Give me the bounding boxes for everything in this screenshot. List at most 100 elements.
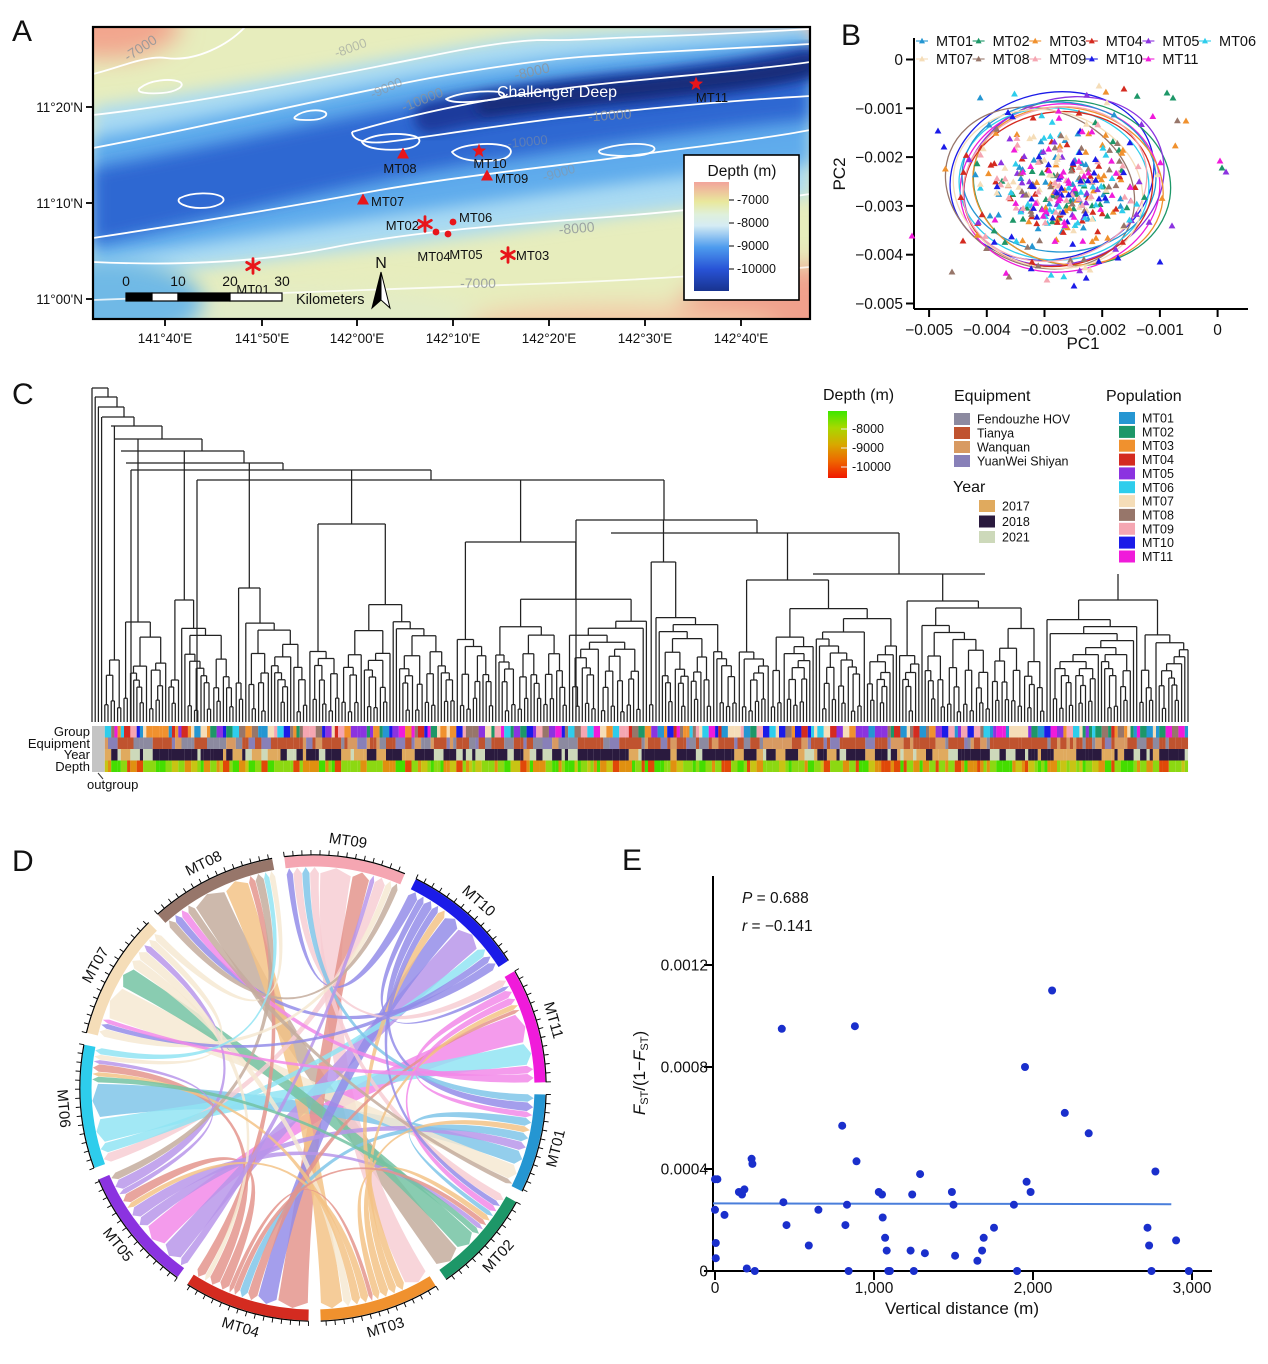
svg-text:0.0004: 0.0004 [661, 1162, 709, 1179]
svg-text:Tianya: Tianya [977, 427, 1014, 441]
svg-text:Equipment: Equipment [954, 388, 1031, 405]
svg-text:r = −0.141: r = −0.141 [742, 918, 813, 935]
svg-text:MT04: MT04 [1142, 453, 1174, 467]
svg-text:MT09: MT09 [1049, 52, 1086, 68]
svg-text:0: 0 [122, 273, 130, 289]
svg-text:0: 0 [1213, 322, 1222, 339]
svg-text:E: E [622, 844, 642, 877]
svg-text:142°30'E: 142°30'E [618, 331, 673, 346]
svg-text:−0.005: −0.005 [855, 296, 903, 313]
svg-text:MT06: MT06 [459, 210, 492, 225]
svg-text:MT03: MT03 [516, 248, 549, 263]
svg-text:MT11: MT11 [696, 90, 728, 105]
svg-text:−0.001: −0.001 [1136, 322, 1184, 339]
svg-text:MT05: MT05 [1162, 34, 1199, 50]
svg-text:B: B [841, 19, 861, 52]
svg-text:MT11: MT11 [1142, 550, 1173, 564]
svg-text:−0.002: −0.002 [855, 150, 903, 167]
svg-text:20: 20 [222, 273, 238, 289]
svg-text:D: D [12, 845, 34, 878]
svg-text:MT10: MT10 [1106, 52, 1143, 68]
svg-text:0.0008: 0.0008 [661, 1060, 708, 1077]
svg-text:MT03: MT03 [1142, 439, 1174, 453]
svg-text:C: C [12, 378, 34, 411]
svg-text:Population: Population [1106, 388, 1182, 405]
svg-text:MT11: MT11 [1162, 52, 1198, 68]
svg-text:-10000: -10000 [587, 105, 632, 124]
svg-text:MT09: MT09 [1142, 522, 1174, 536]
svg-text:10: 10 [170, 273, 186, 289]
svg-text:outgroup: outgroup [87, 777, 138, 792]
svg-text:YuanWei Shiyan: YuanWei Shiyan [977, 455, 1069, 469]
svg-text:11°00'N: 11°00'N [36, 292, 83, 307]
svg-text:P = 0.688: P = 0.688 [742, 890, 809, 907]
svg-text:MT08: MT08 [383, 161, 416, 176]
svg-text:0: 0 [699, 1264, 708, 1281]
svg-text:−0.004: −0.004 [963, 322, 1011, 339]
svg-text:0: 0 [711, 1280, 720, 1297]
svg-text:Wanquan: Wanquan [977, 441, 1030, 455]
svg-text:-7000: -7000 [460, 275, 496, 291]
svg-text:MT08: MT08 [1142, 509, 1174, 523]
svg-text:2018: 2018 [1002, 515, 1030, 529]
svg-text:MT10: MT10 [1142, 536, 1174, 550]
svg-text:-10000: -10000 [852, 460, 891, 474]
svg-text:Fendouzhe HOV: Fendouzhe HOV [977, 413, 1071, 427]
svg-text:PC1: PC1 [1066, 334, 1099, 353]
svg-text:Depth (m): Depth (m) [823, 387, 894, 404]
svg-text:Depth (m): Depth (m) [708, 163, 777, 180]
svg-text:−0.005: −0.005 [905, 322, 953, 339]
svg-text:2017: 2017 [1002, 500, 1030, 514]
svg-text:-10000: -10000 [737, 262, 776, 276]
svg-text:-8000: -8000 [852, 422, 884, 436]
svg-text:MT06: MT06 [1142, 481, 1174, 495]
svg-text:−0.003: −0.003 [855, 198, 903, 215]
svg-text:MT03: MT03 [1049, 34, 1086, 50]
svg-text:Depth: Depth [55, 759, 90, 774]
svg-text:Vertical distance (m): Vertical distance (m) [885, 1299, 1039, 1318]
svg-text:Kilometers: Kilometers [296, 292, 365, 308]
svg-text:MT06: MT06 [53, 1089, 73, 1129]
svg-text:N: N [375, 255, 387, 272]
svg-text:141°40'E: 141°40'E [138, 331, 193, 346]
svg-text:MT04: MT04 [417, 249, 450, 264]
svg-text:−0.004: −0.004 [855, 247, 903, 264]
svg-text:MT04: MT04 [1106, 34, 1143, 50]
svg-text:Challenger Deep: Challenger Deep [497, 84, 617, 101]
svg-text:MT09: MT09 [495, 171, 528, 186]
svg-text:2,000: 2,000 [1014, 1280, 1053, 1297]
svg-text:−0.003: −0.003 [1021, 322, 1069, 339]
svg-text:A: A [12, 15, 32, 48]
svg-text:MT01: MT01 [936, 34, 973, 50]
svg-text:MT05: MT05 [449, 247, 482, 262]
svg-text:MT07: MT07 [936, 52, 973, 68]
svg-text:11°10'N: 11°10'N [36, 196, 83, 211]
svg-text:MT02: MT02 [386, 218, 419, 233]
svg-text:MT02: MT02 [993, 34, 1030, 50]
svg-text:MT07: MT07 [1142, 495, 1174, 509]
svg-text:MT06: MT06 [1219, 34, 1256, 50]
svg-text:MT01: MT01 [1142, 412, 1174, 426]
svg-text:-9000: -9000 [852, 441, 884, 455]
svg-text:142°20'E: 142°20'E [522, 331, 577, 346]
svg-text:MT02: MT02 [1142, 425, 1174, 439]
svg-text:-9000: -9000 [737, 239, 769, 253]
svg-text:0: 0 [894, 52, 903, 69]
svg-text:1,000: 1,000 [855, 1280, 894, 1297]
svg-text:PC2: PC2 [830, 157, 849, 190]
svg-text:11°20'N: 11°20'N [36, 100, 83, 115]
svg-text:3,000: 3,000 [1173, 1280, 1212, 1297]
svg-text:MT07: MT07 [371, 194, 404, 209]
svg-text:141°50'E: 141°50'E [235, 331, 290, 346]
svg-text:142°40'E: 142°40'E [714, 331, 769, 346]
svg-text:Year: Year [953, 479, 986, 496]
svg-text:2021: 2021 [1002, 531, 1030, 545]
svg-text:142°00'E: 142°00'E [330, 331, 385, 346]
svg-text:30: 30 [274, 273, 290, 289]
svg-text:-8000: -8000 [737, 216, 769, 230]
svg-text:0.0012: 0.0012 [661, 958, 708, 975]
svg-text:142°10'E: 142°10'E [426, 331, 481, 346]
svg-text:MT10: MT10 [473, 156, 506, 171]
svg-text:MT08: MT08 [993, 52, 1030, 68]
svg-text:MT05: MT05 [1142, 467, 1174, 481]
